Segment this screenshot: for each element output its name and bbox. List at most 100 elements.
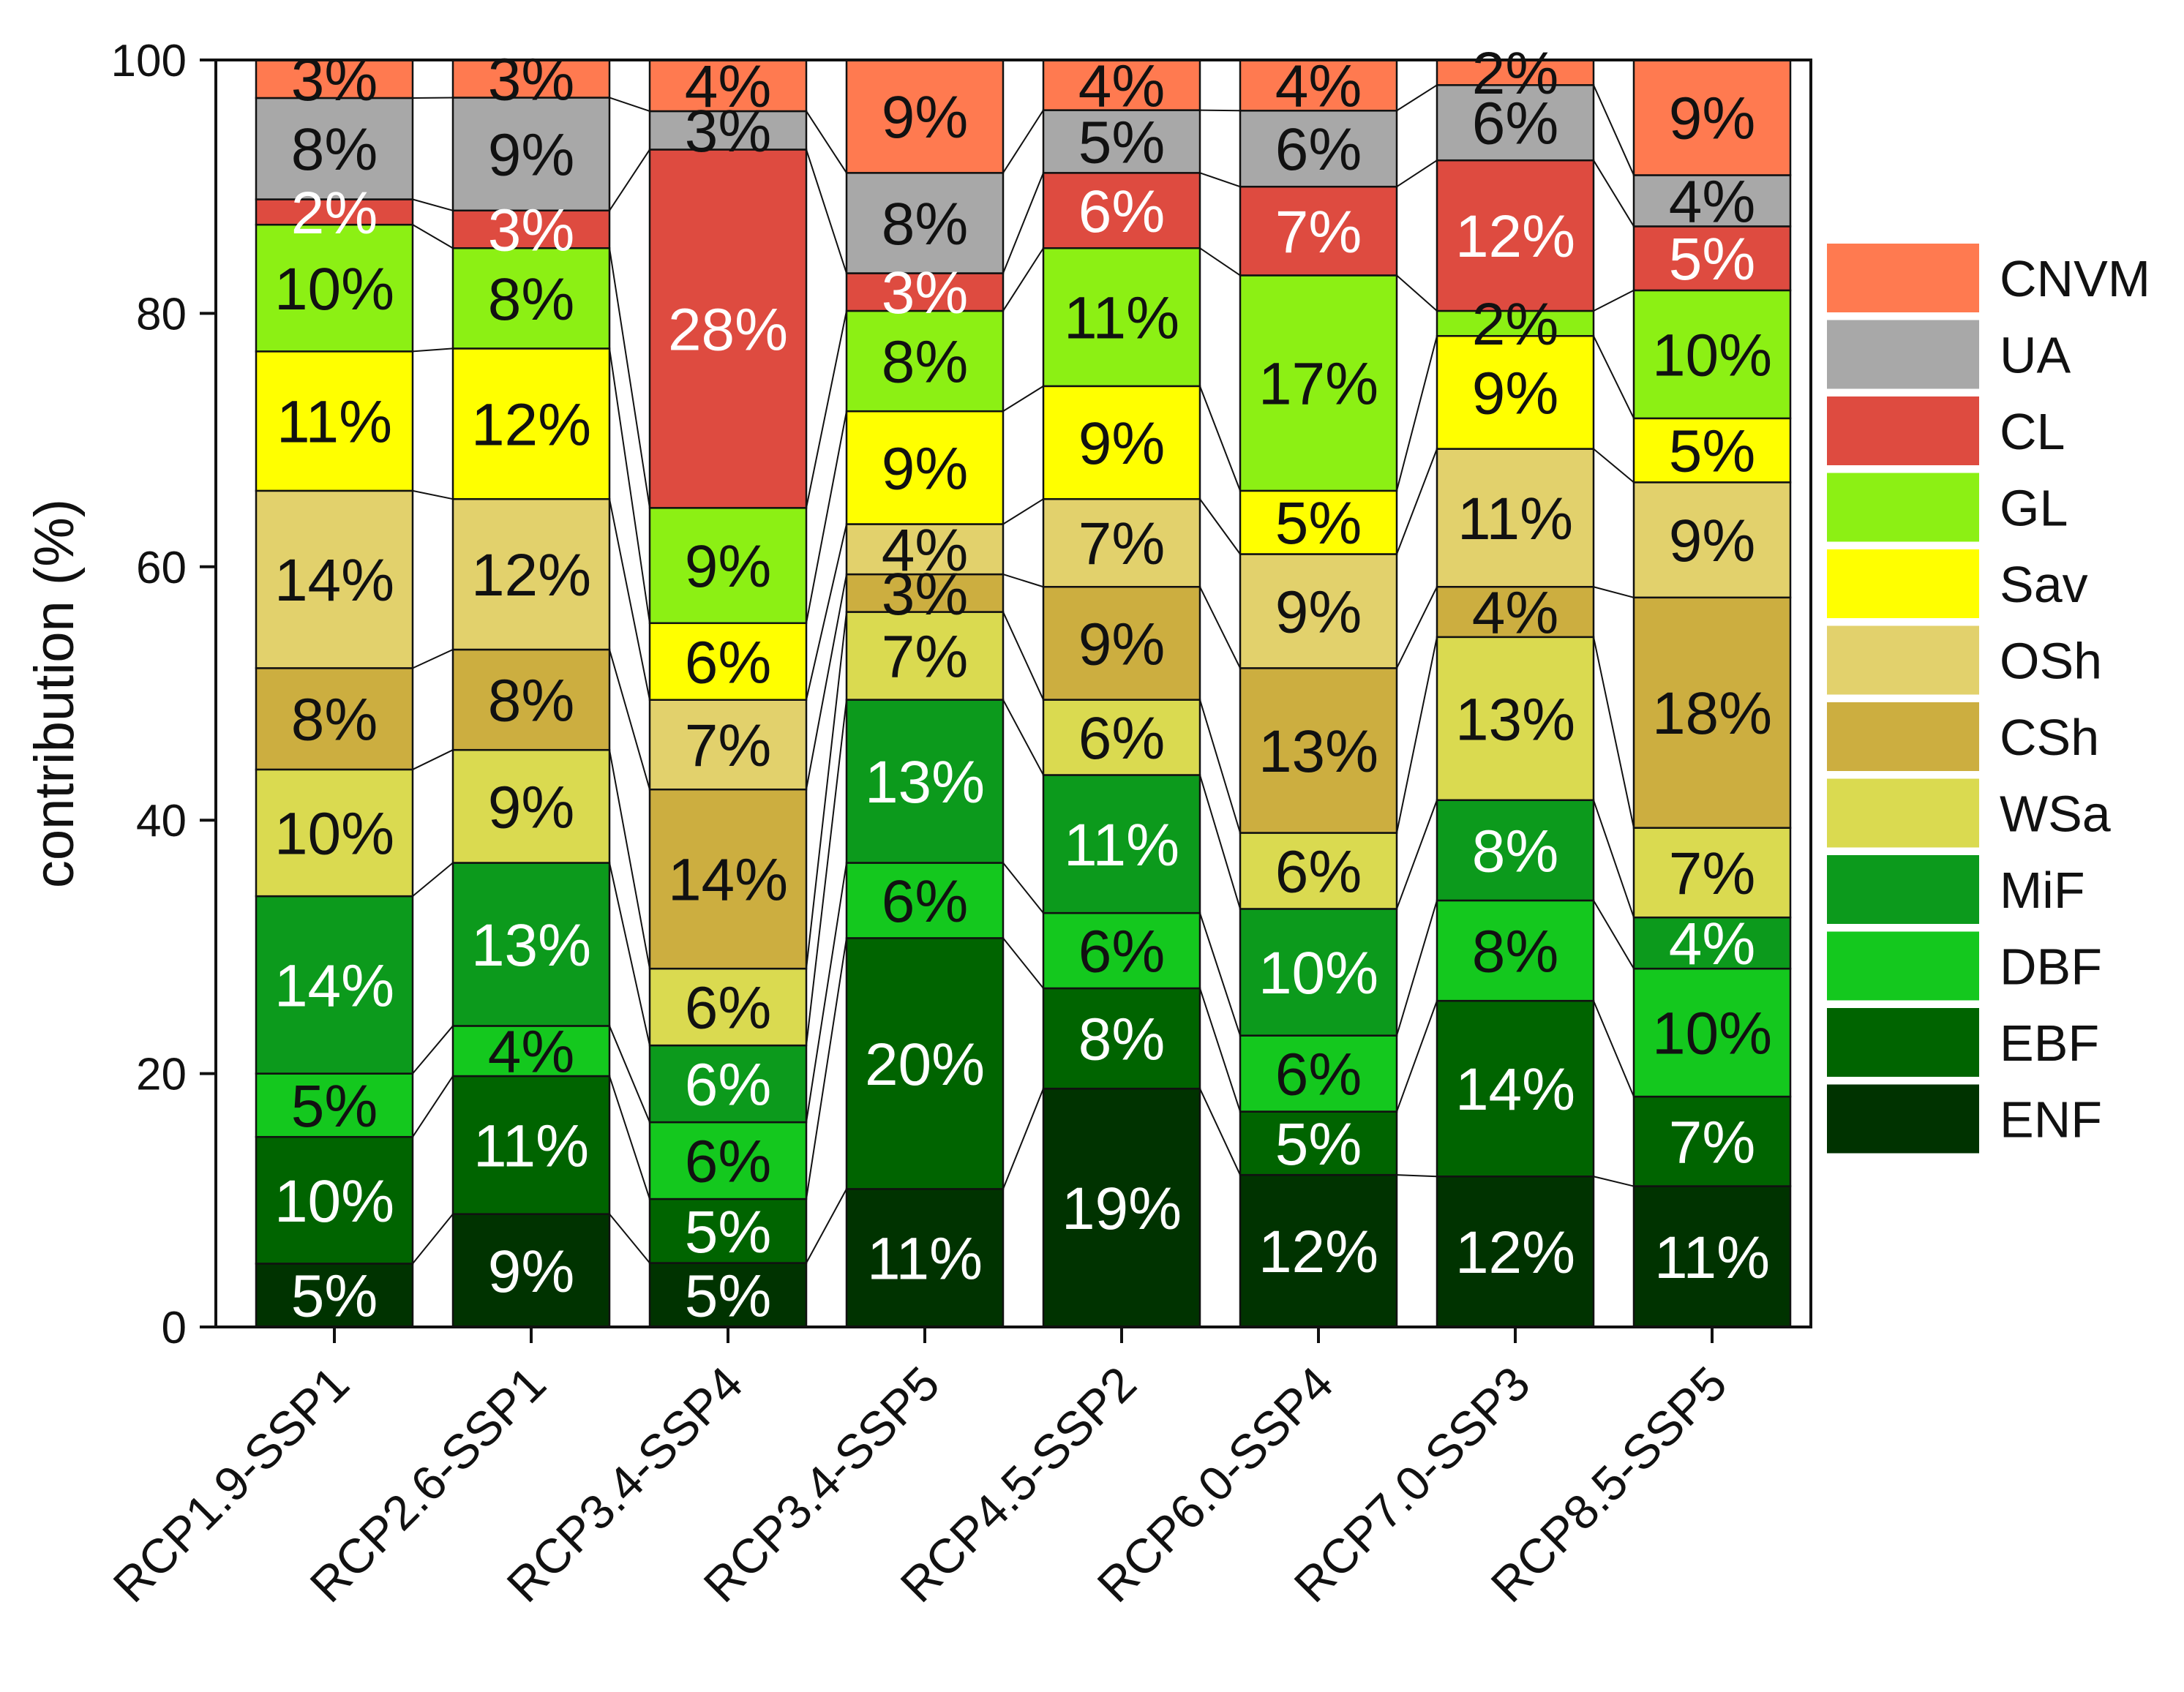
segment-label: 4% xyxy=(882,517,969,584)
connector-line xyxy=(412,489,454,500)
bar-segment-ebf-4 xyxy=(845,937,1005,1190)
segment-label: 7% xyxy=(1078,511,1166,577)
legend-label: CL xyxy=(2000,403,2065,460)
segment-label: 4% xyxy=(1472,580,1559,647)
connector-line xyxy=(806,574,847,790)
connector-line xyxy=(1199,912,1241,1036)
segment-label: 9% xyxy=(488,122,575,189)
bar-segment-csh-5 xyxy=(1042,585,1201,701)
bar-segment-enf-1 xyxy=(255,1263,414,1328)
connector-line xyxy=(1593,448,1635,484)
connector-line xyxy=(1199,172,1241,188)
segment-label: 6% xyxy=(1078,705,1166,772)
connector-line xyxy=(1396,900,1438,1036)
y-tick-label: 100 xyxy=(111,36,187,86)
segment-label: 12% xyxy=(1455,203,1575,270)
connector-line xyxy=(806,524,847,700)
bar-segment-enf-7 xyxy=(1436,1175,1595,1328)
connector-line xyxy=(1002,1088,1044,1189)
bar-segment-cl-2 xyxy=(451,209,611,249)
y-axis-title: contribution (%) xyxy=(23,499,86,888)
x-axis: RCP1.9-SSP1RCP2.6-SSP1RCP3.4-SSP4RCP3.4-… xyxy=(102,1327,1737,1612)
segment-label: 9% xyxy=(1669,86,1756,152)
segment-label: 9% xyxy=(1078,611,1166,677)
connector-line xyxy=(609,1026,650,1123)
bar-segment-ebf-2 xyxy=(451,1075,611,1215)
bar-segment-dbf-3 xyxy=(648,1121,808,1200)
bar-segment-ua-6 xyxy=(1239,110,1398,188)
bar-segment-mif-3 xyxy=(648,1044,808,1124)
connector-line xyxy=(609,348,650,623)
legend-swatch-ua xyxy=(1827,320,1979,389)
connector-line xyxy=(806,938,847,1200)
bar-segment-cnvm-4 xyxy=(845,59,1005,174)
bar-segment-cl-6 xyxy=(1239,185,1398,277)
bar-segment-wsa-8 xyxy=(1632,827,1792,919)
segment-label: 7% xyxy=(882,624,969,691)
bar-segment-sav-8 xyxy=(1632,417,1792,484)
bar-segment-csh-4 xyxy=(845,573,1005,613)
segment-label: 6% xyxy=(685,975,772,1042)
bar-segment-sav-4 xyxy=(845,410,1005,525)
bar-segment-enf-3 xyxy=(648,1262,808,1328)
legend-swatch-osh xyxy=(1827,625,1979,695)
legend-label: DBF xyxy=(2000,939,2102,996)
legend-label: GL xyxy=(2000,480,2068,537)
segment-label: 3% xyxy=(488,47,575,113)
connector-line xyxy=(1396,159,1438,188)
connector-line xyxy=(609,649,650,790)
bar-segment-gl-5 xyxy=(1042,247,1201,388)
bar-segment-cl-3 xyxy=(648,148,808,509)
bar-segment-ua-3 xyxy=(648,110,808,151)
bar-segment-sav-5 xyxy=(1042,385,1201,500)
segment-label: 6% xyxy=(1078,919,1166,985)
segment-label: 11% xyxy=(1064,812,1179,879)
segment-label: 8% xyxy=(291,116,378,183)
segment-label: 6% xyxy=(685,629,772,696)
connector-line xyxy=(806,110,847,173)
legend-label: CNVM xyxy=(2000,250,2150,307)
y-tick-label: 0 xyxy=(162,1303,187,1353)
legend-swatch-ebf xyxy=(1827,1008,1979,1077)
connector-line xyxy=(1593,636,1635,828)
segment-labels: 5% 9% 5% 11% 19% 12% 12% 11% 10% 11% 5% 20% 8% 5% 14% 7… xyxy=(274,40,1772,1330)
segment-label: 4% xyxy=(1669,911,1756,977)
connector-line xyxy=(1593,335,1635,419)
connector-line xyxy=(1002,699,1044,775)
segment-label: 13% xyxy=(865,749,985,816)
connector-line xyxy=(1002,386,1044,413)
segment-label: 8% xyxy=(1078,1007,1166,1073)
segment-label: 11% xyxy=(1654,1225,1770,1291)
y-tick-label: 80 xyxy=(136,289,187,339)
segment-label: 4% xyxy=(685,53,772,120)
segment-label: 13% xyxy=(1258,718,1378,785)
segment-label: 8% xyxy=(1472,818,1559,884)
segment-label: 11% xyxy=(277,389,392,456)
bar-segment-gl-7 xyxy=(1436,309,1595,337)
bar-segment-wsa-7 xyxy=(1436,636,1595,802)
bar-segment-cnvm-3 xyxy=(648,59,808,113)
connector-line xyxy=(1593,290,1635,312)
bar-segment-cnvm-2 xyxy=(451,59,611,99)
segment-label: 3% xyxy=(488,198,575,264)
segment-label: 5% xyxy=(1669,418,1756,485)
connector-line xyxy=(412,1214,454,1265)
segment-label: 14% xyxy=(1455,1056,1575,1123)
bar-segment-osh-6 xyxy=(1239,553,1398,669)
connector-line xyxy=(806,1188,847,1264)
segment-label: 13% xyxy=(1455,686,1575,753)
connector-line xyxy=(1199,1088,1241,1176)
bar-segment-sav-6 xyxy=(1239,489,1398,555)
bar-segment-csh-2 xyxy=(451,648,611,751)
bar-segment-ebf-6 xyxy=(1239,1110,1398,1176)
segment-label: 20% xyxy=(865,1031,985,1098)
connector-line xyxy=(1002,862,1044,914)
segment-label: 8% xyxy=(1472,919,1559,985)
segment-label: 8% xyxy=(882,191,969,257)
bar-segment-cl-8 xyxy=(1632,225,1792,292)
connector-line xyxy=(412,1075,454,1138)
segment-label: 9% xyxy=(1078,410,1166,477)
segment-label: 10% xyxy=(274,801,394,868)
y-tick-label: 60 xyxy=(136,543,187,593)
connector-line xyxy=(412,749,454,770)
